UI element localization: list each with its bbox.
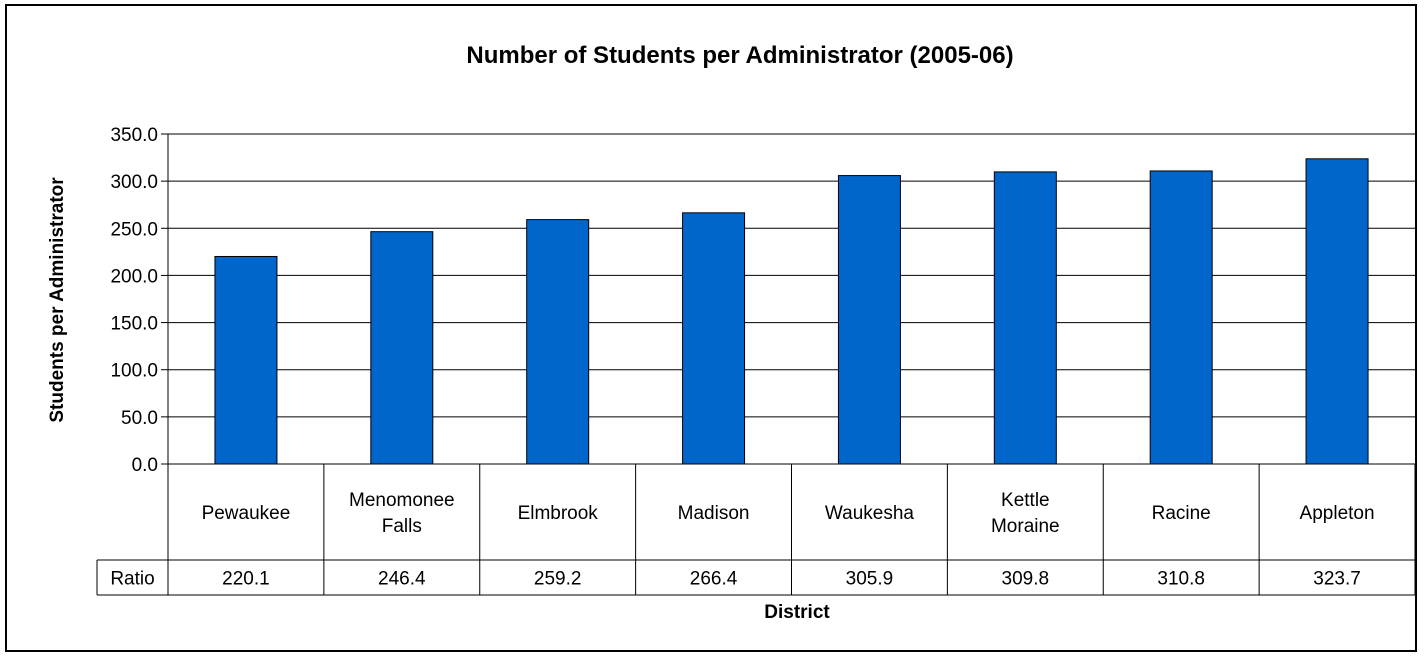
y-tick-label: 350.0 [110, 125, 158, 146]
chart-title: Number of Students per Administrator (20… [466, 42, 1013, 69]
bar [837, 175, 901, 465]
table-value: 266.4 [690, 569, 738, 590]
bar [526, 219, 590, 465]
y-axis-label: Students per Administrator [47, 177, 68, 423]
x-axis-label: District [764, 602, 830, 623]
y-tick-label: 200.0 [110, 266, 158, 287]
y-tick-label: 100.0 [110, 361, 158, 382]
y-tick-label: 0.0 [132, 455, 158, 476]
table-value: 259.2 [534, 569, 582, 590]
category-label: Madison [678, 503, 750, 524]
category-label: Elmbrook [518, 503, 599, 524]
category-label: Waukesha [825, 503, 914, 524]
bar [682, 212, 746, 465]
bar [214, 255, 278, 465]
table-value: 309.8 [1002, 569, 1050, 590]
category-label: Falls [382, 516, 422, 537]
category-label: Kettle [1001, 490, 1050, 511]
y-tick-label: 150.0 [110, 314, 158, 335]
bar [993, 171, 1057, 465]
y-tick-label: 50.0 [121, 408, 158, 429]
table-value: 323.7 [1313, 569, 1361, 590]
table-value: 220.1 [222, 569, 270, 590]
category-label: Pewaukee [202, 503, 291, 524]
table-value: 305.9 [846, 569, 894, 590]
category-label: Menomonee [349, 490, 455, 511]
data-table: Pewaukee Menomonee Falls Elmbrook Madison Wau… [96, 464, 1416, 596]
gridlines [168, 133, 1415, 418]
category-label: Appleton [1300, 503, 1375, 524]
table-value: 310.8 [1157, 569, 1205, 590]
table-row-label: Ratio [110, 569, 154, 590]
bar [1305, 158, 1369, 465]
category-label: Moraine [991, 516, 1060, 537]
bar [370, 231, 434, 465]
y-tick-label: 300.0 [110, 172, 158, 193]
table-value: 246.4 [378, 569, 426, 590]
bars [214, 158, 1369, 465]
category-label: Racine [1152, 503, 1211, 524]
axes: 0.0 50.0 100.0 150.0 200.0 250.0 300.0 350.0 [110, 125, 1415, 476]
y-tick-label: 250.0 [110, 219, 158, 240]
bar [1149, 170, 1213, 465]
